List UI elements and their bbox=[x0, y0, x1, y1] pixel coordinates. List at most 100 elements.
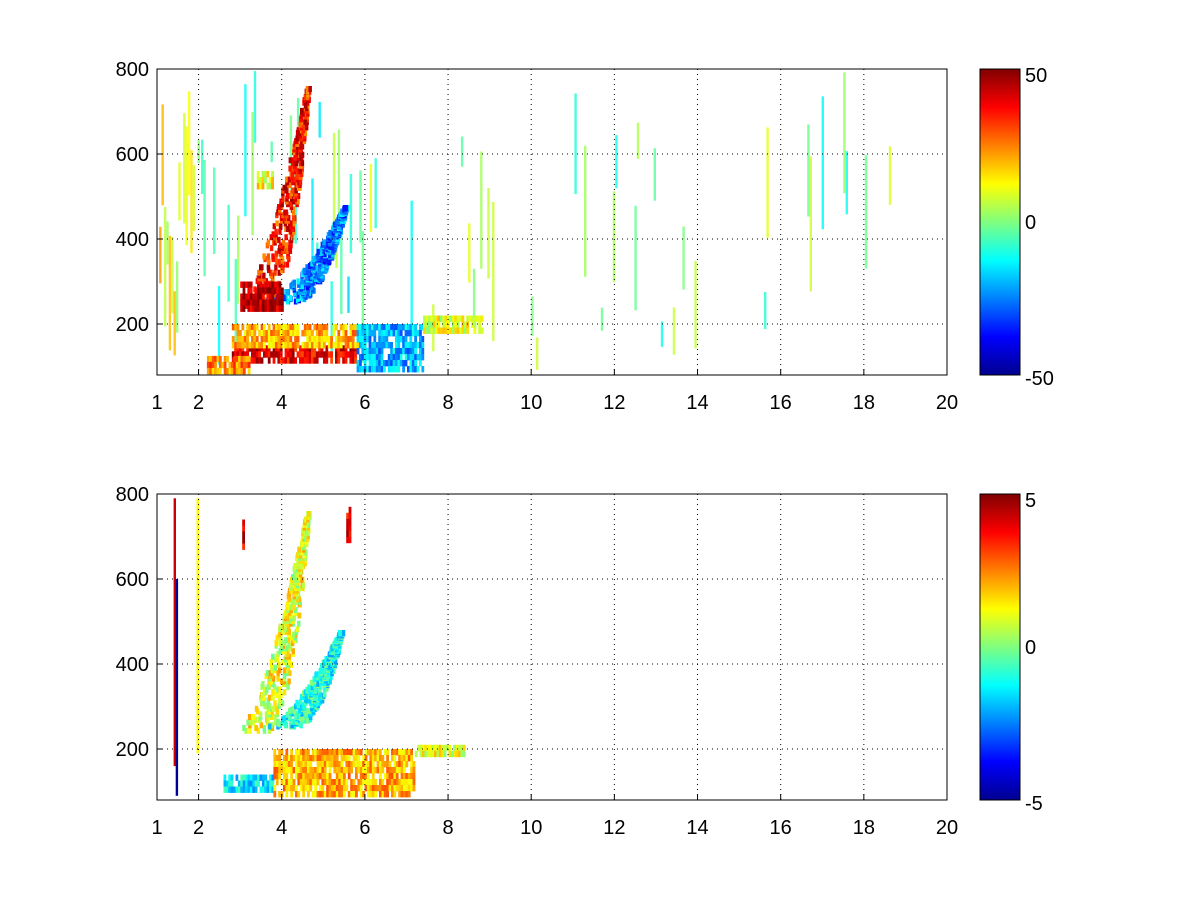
heatmap-cell bbox=[346, 524, 349, 532]
heatmap-cell bbox=[242, 537, 245, 544]
heatmap-cell bbox=[273, 305, 277, 312]
heatmap-cell bbox=[316, 755, 320, 762]
heatmap-cell bbox=[308, 689, 312, 696]
heatmap-cell bbox=[267, 336, 271, 343]
heatmap-cell bbox=[233, 786, 236, 793]
heatmap-cell bbox=[261, 177, 265, 184]
heatmap-cell bbox=[279, 250, 283, 257]
heatmap-cell bbox=[395, 360, 398, 367]
heatmap-cell bbox=[251, 357, 254, 364]
heatmap-cell bbox=[290, 755, 293, 762]
heatmap-cell bbox=[266, 299, 270, 306]
heatmap-cell bbox=[388, 779, 392, 786]
heatmap-cell bbox=[354, 345, 357, 352]
heatmap-cell bbox=[381, 767, 385, 774]
heatmap-cell bbox=[294, 336, 297, 343]
heatmap-cell bbox=[242, 531, 245, 538]
heatmap-cell bbox=[238, 367, 241, 375]
heatmap-cell bbox=[403, 761, 406, 768]
heatmap-cell bbox=[295, 291, 299, 298]
heatmap-cell bbox=[289, 324, 293, 331]
heatmap-cell bbox=[392, 360, 396, 367]
heatmap-cell bbox=[362, 773, 365, 780]
heatmap-cell bbox=[434, 744, 437, 752]
heatmap-cell bbox=[276, 281, 279, 288]
heatmap-cell bbox=[478, 327, 482, 334]
heatmap-cell bbox=[175, 579, 179, 796]
heatmap-cell bbox=[400, 767, 404, 774]
heatmap-cell bbox=[307, 755, 310, 762]
heatmap-cell bbox=[237, 780, 241, 787]
heatmap-cell bbox=[233, 367, 237, 375]
heatmap-cell bbox=[340, 231, 343, 315]
heatmap-cell bbox=[339, 336, 343, 343]
heatmap-cell bbox=[302, 267, 307, 274]
heatmap-cell bbox=[395, 785, 399, 792]
heatmap-cell bbox=[259, 305, 263, 312]
heatmap-cell bbox=[359, 785, 363, 792]
heatmap-cell bbox=[373, 348, 377, 355]
heatmap-cell bbox=[320, 330, 324, 337]
heatmap-cell bbox=[307, 684, 311, 691]
heatmap-cell bbox=[187, 91, 191, 196]
heatmap-cell bbox=[333, 779, 337, 786]
heatmap-cell bbox=[280, 719, 285, 726]
heatmap-cell bbox=[343, 749, 346, 756]
heatmap-cell bbox=[295, 761, 298, 768]
heatmap-cell bbox=[299, 345, 302, 352]
heatmap-cell bbox=[321, 749, 325, 756]
heatmap-cell bbox=[357, 779, 361, 786]
heatmap-cell bbox=[340, 749, 344, 756]
heatmap-cell bbox=[383, 342, 386, 349]
heatmap-cell bbox=[309, 761, 313, 768]
heatmap-cell bbox=[442, 315, 446, 322]
heatmap-cell bbox=[279, 692, 283, 699]
heatmap-cell bbox=[328, 229, 332, 236]
heatmap-cell bbox=[223, 774, 227, 781]
heatmap-cell bbox=[236, 330, 240, 337]
y-tick-label: 400 bbox=[116, 229, 149, 251]
heatmap-cell bbox=[296, 351, 300, 358]
heatmap-cell bbox=[297, 281, 301, 288]
heatmap-2-hband-7 bbox=[273, 749, 416, 798]
heatmap-cell bbox=[287, 678, 291, 685]
heatmap-cell bbox=[432, 321, 436, 328]
heatmap-cell bbox=[284, 330, 288, 337]
heatmap-cell bbox=[265, 330, 269, 337]
heatmap-cell bbox=[291, 351, 295, 358]
heatmap-cell bbox=[374, 779, 377, 786]
heatmap-cell bbox=[287, 755, 291, 762]
heatmap-cell bbox=[279, 351, 283, 358]
heatmap-cell bbox=[297, 761, 301, 768]
heatmap-cell bbox=[373, 324, 377, 331]
heatmap-cell bbox=[289, 351, 293, 358]
y-tick-label: 400 bbox=[116, 654, 149, 676]
heatmap-cell bbox=[405, 773, 409, 780]
heatmap-cell bbox=[437, 315, 441, 322]
heatmap-cell bbox=[313, 351, 317, 358]
y-tick-label: 800 bbox=[116, 484, 149, 506]
heatmap-cell bbox=[278, 686, 282, 693]
heatmap-cell bbox=[843, 72, 846, 194]
heatmap-cell bbox=[307, 779, 310, 786]
heatmap-cell bbox=[304, 761, 308, 768]
heatmap-cell bbox=[260, 324, 264, 331]
heatmap-cell bbox=[251, 714, 256, 720]
heatmap-cell bbox=[275, 336, 278, 343]
heatmap-cell bbox=[305, 264, 309, 271]
heatmap-cell bbox=[264, 299, 267, 306]
heatmap-cell bbox=[397, 360, 401, 367]
heatmap-cell bbox=[302, 779, 305, 786]
heatmap-cell bbox=[285, 767, 289, 774]
heatmap-cell bbox=[340, 755, 344, 762]
heatmap-cell bbox=[374, 767, 377, 774]
heatmap-2-vline-3 bbox=[196, 498, 199, 754]
heatmap-cell bbox=[294, 342, 297, 349]
heatmap-cell bbox=[403, 779, 406, 786]
heatmap-cell bbox=[275, 330, 278, 337]
heatmap-cell bbox=[374, 785, 377, 792]
heatmap-cell bbox=[411, 342, 415, 349]
heatmap-cell bbox=[271, 774, 275, 781]
heatmap-cell bbox=[332, 342, 336, 349]
heatmap-cell bbox=[251, 342, 254, 349]
